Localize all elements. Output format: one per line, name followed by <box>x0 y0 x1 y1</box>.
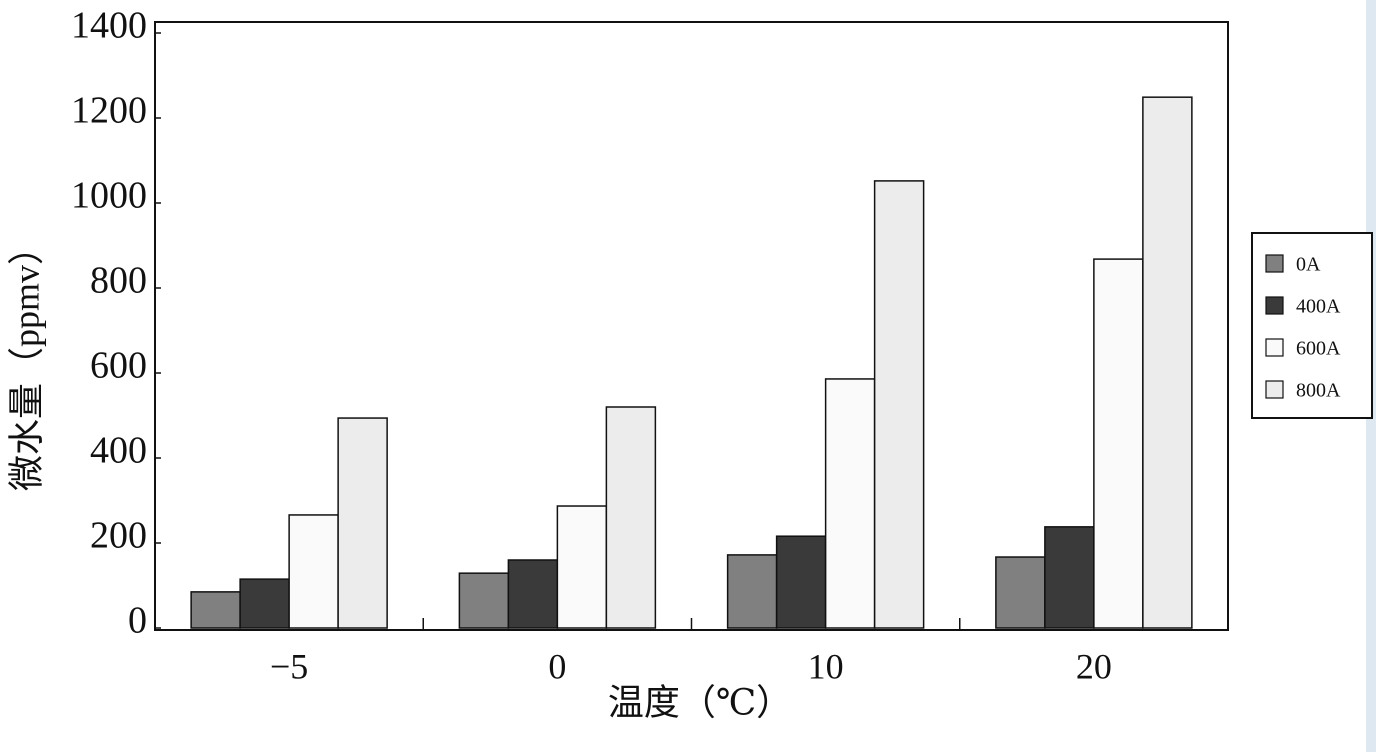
y-tick-label: 800 <box>90 260 147 302</box>
x-tick-label: −5 <box>270 646 308 686</box>
y-tick-label: 0 <box>128 600 147 642</box>
legend-label: 400A <box>1296 296 1341 318</box>
x-axis-label: 温度（℃） <box>608 682 792 722</box>
bar <box>1093 258 1144 629</box>
legend-swatch <box>1265 338 1284 357</box>
y-axis-label: 微水量（ppmv） <box>6 229 46 491</box>
legend-label: 800A <box>1296 380 1341 402</box>
bar <box>458 572 510 629</box>
y-tick-label: 1400 <box>71 5 147 47</box>
bar <box>873 180 925 629</box>
legend-swatch <box>1265 380 1284 399</box>
legend-label: 600A <box>1296 338 1341 360</box>
bar <box>239 578 290 629</box>
legend-swatch <box>1265 296 1284 315</box>
x-tick-label: 10 <box>808 646 844 686</box>
y-tick-label: 400 <box>90 430 147 472</box>
bar <box>507 559 559 629</box>
y-tick-label: 200 <box>90 515 147 557</box>
x-tick-label: 20 <box>1076 646 1112 686</box>
bar <box>726 554 778 629</box>
bar <box>1044 526 1095 629</box>
bar <box>775 535 827 629</box>
bar <box>1142 96 1193 629</box>
y-tick-label: 1000 <box>71 175 147 217</box>
y-tick-label: 600 <box>90 345 147 387</box>
x-tick-label: 0 <box>548 646 566 686</box>
bar <box>337 417 388 629</box>
bar <box>995 556 1046 629</box>
y-tick-label: 1200 <box>71 90 147 132</box>
bar <box>824 378 876 629</box>
legend-swatch <box>1265 254 1284 273</box>
legend-label: 0A <box>1296 254 1321 276</box>
bar <box>190 591 241 629</box>
bar <box>556 505 608 629</box>
bar <box>605 406 657 629</box>
bar <box>288 514 339 629</box>
